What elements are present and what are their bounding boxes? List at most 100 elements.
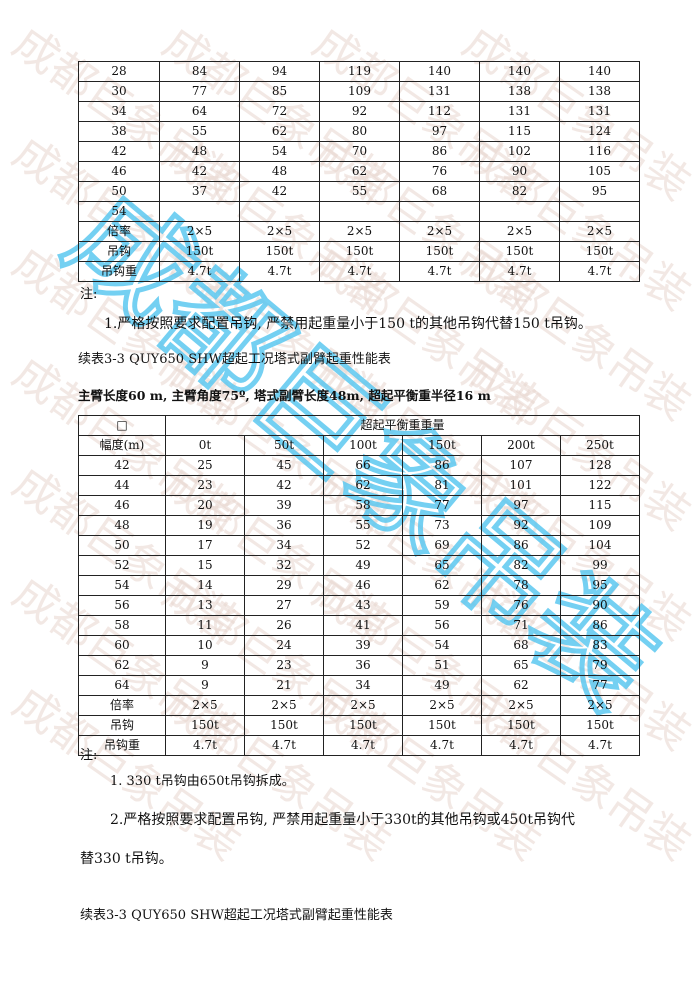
value-cell: 150t [559,241,640,262]
column-header: 150t [402,435,482,456]
value-cell: 2×5 [159,221,240,242]
value-cell: 27 [244,595,324,616]
table-row: 46 20 39 58 77 97 115 [78,495,640,516]
column-header: 250t [560,435,640,456]
value-cell: 83 [560,635,640,656]
value-cell: 105 [559,161,640,182]
value-cell: 94 [239,61,320,82]
value-cell: 102 [479,141,560,162]
value-cell: 86 [399,141,480,162]
note-item: 1.严格按照要求配置吊钩, 严禁用起重量小于150 t的其他吊钩代替150 t吊… [104,316,592,332]
value-cell: 23 [244,655,324,676]
value-cell: 76 [481,595,561,616]
value-cell: 79 [560,655,640,676]
column-header: 50t [244,435,324,456]
value-cell: 4.7t [402,735,482,756]
row-label-cell: 吊钩 [78,715,166,736]
row-label-cell: 64 [78,675,166,696]
value-cell: 140 [399,61,480,82]
row-label-cell: 38 [78,121,160,142]
value-cell: 42 [159,161,240,182]
row-label-cell: 倍率 [78,221,160,242]
value-cell [559,201,640,222]
value-cell: 97 [481,495,561,516]
value-cell: 77 [560,675,640,696]
value-cell: 39 [323,635,403,656]
table-row: 吊钩重 4.7t 4.7t 4.7t 4.7t 4.7t 4.7t [78,261,640,282]
value-cell: 24 [244,635,324,656]
value-cell: 2×5 [560,695,640,716]
row-label-cell: 60 [78,635,166,656]
table-row: 54 14 29 46 62 78 95 [78,575,640,596]
notes-label: 注: [80,287,98,302]
row-label-cell: 30 [78,81,160,102]
value-cell: 4.7t [239,261,320,282]
value-cell: 73 [402,515,482,536]
value-cell: 56 [402,615,482,636]
value-cell: 131 [559,101,640,122]
row-label-cell: 42 [78,141,160,162]
value-cell: 62 [323,475,403,496]
table-row: 58 11 26 41 56 71 86 [78,615,640,636]
value-cell: 39 [244,495,324,516]
value-cell: 150t [323,715,403,736]
table-row: 46 42 48 62 76 90 105 [78,161,640,182]
value-cell: 25 [165,455,245,476]
value-cell: 54 [239,141,320,162]
corner-cell: □ [78,415,166,436]
value-cell: 150t [479,241,560,262]
value-cell: 62 [481,675,561,696]
value-cell: 115 [479,121,560,142]
row-label-cell: 58 [78,615,166,636]
table-row: 34 64 72 92 112 131 131 [78,101,640,122]
value-cell: 62 [239,121,320,142]
row-label-cell: 46 [78,495,166,516]
value-cell: 131 [479,101,560,122]
row-label-cell: 54 [78,575,166,596]
table-row: 64 9 21 34 49 62 77 [78,675,640,696]
value-cell [319,201,400,222]
value-cell: 95 [559,181,640,202]
row-label-cell: 52 [78,555,166,576]
load-table-2: □ 超起平衡重重量 幅度(m) 0t 50t 100t 150t 200t 250t 42 25… [78,415,640,756]
row-label-cell: 46 [78,161,160,182]
value-cell: 43 [323,595,403,616]
value-cell: 2×5 [559,221,640,242]
value-cell: 90 [560,595,640,616]
value-cell: 150t [319,241,400,262]
value-cell: 150t [399,241,480,262]
value-cell: 20 [165,495,245,516]
value-cell: 11 [165,615,245,636]
value-cell [399,201,480,222]
value-cell: 85 [239,81,320,102]
value-cell: 99 [560,555,640,576]
row-label-cell: 44 [78,475,166,496]
value-cell: 42 [239,181,320,202]
value-cell: 4.7t [399,261,480,282]
value-cell: 119 [319,61,400,82]
value-cell: 140 [559,61,640,82]
table-row: 62 9 23 36 51 65 79 [78,655,640,676]
table-row: 倍率 2×5 2×5 2×5 2×5 2×5 2×5 [78,695,640,716]
value-cell: 2×5 [319,221,400,242]
table-subtitle: 主臂长度60 m, 主臂角度75º, 塔式副臂长度48m, 超起平衡重半径16 … [78,388,491,403]
row-label-cell: 54 [78,201,160,222]
value-cell: 68 [399,181,480,202]
value-cell: 58 [323,495,403,516]
row-label-cell: 34 [78,101,160,122]
value-cell: 2×5 [239,221,320,242]
table-row: 48 19 36 55 73 92 109 [78,515,640,536]
table-title: 续表3-3 QUY650 SHW超起工况塔式副臂起重性能表 [80,908,393,923]
table-row: 44 23 42 62 81 101 122 [78,475,640,496]
value-cell: 4.7t [479,261,560,282]
value-cell: 36 [323,655,403,676]
value-cell: 15 [165,555,245,576]
note-item-cont: 替330 t吊钩。 [80,851,173,867]
value-cell: 9 [165,655,245,676]
value-cell: 19 [165,515,245,536]
column-header: 幅度(m) [78,435,166,456]
table-row: 54 [78,201,640,222]
table-row: 吊钩重 4.7t 4.7t 4.7t 4.7t 4.7t 4.7t [78,735,640,756]
value-cell: 64 [159,101,240,122]
value-cell [479,201,560,222]
